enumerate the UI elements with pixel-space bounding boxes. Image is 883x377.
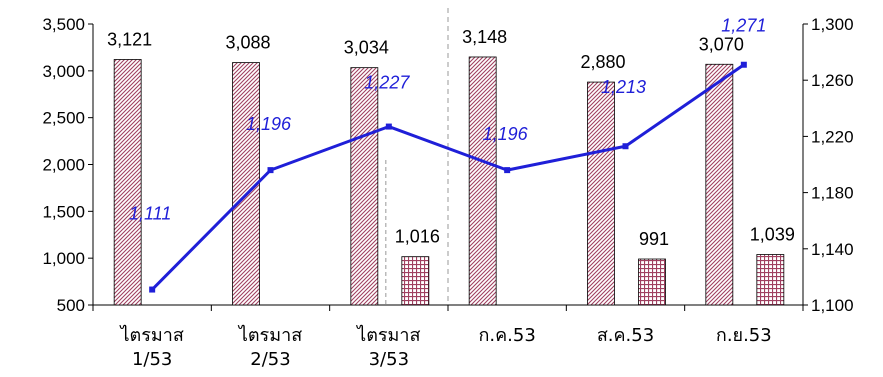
grid-bar-label: 991: [639, 229, 669, 249]
trend-point: [623, 143, 629, 149]
hatched-bar-label: 3,088: [225, 33, 270, 53]
trend-point-label: 1,213: [601, 77, 646, 97]
right-tick-label: 1,140: [811, 240, 854, 259]
trend-point-label: 1,196: [246, 114, 292, 134]
right-tick-label: 1,260: [811, 71, 854, 90]
trend-point: [386, 124, 392, 130]
hatched-bar-label: 3,148: [462, 27, 507, 47]
hatched-bar-label: 3,034: [344, 38, 389, 58]
left-tick-label: 1,000: [42, 249, 85, 268]
hatched-bar: [114, 59, 141, 305]
trend-point: [504, 167, 510, 173]
labels-layer: 3,121 3,088 3,034 3,148 2,880 3,070 1,016 991 1,…: [107, 16, 795, 249]
category-label: ก.ค.53: [479, 325, 536, 346]
left-tick-label: 3,500: [42, 15, 85, 34]
trend-point: [268, 167, 274, 173]
category-label: ส.ค.53: [597, 325, 654, 346]
bars-layer: [114, 57, 784, 305]
left-tick-label: 1,500: [42, 202, 85, 221]
category-label: ไตรมาส: [355, 324, 420, 346]
grid-bar-label: 1,016: [395, 227, 440, 247]
right-tick-label: 1,220: [811, 127, 854, 146]
left-tick-label: 3,000: [42, 62, 85, 81]
hatched-bar: [588, 82, 615, 305]
trend-point-label: 1,227: [364, 73, 410, 93]
hatched-bar-label: 3,121: [107, 29, 152, 49]
hatched-bar-label: 3,070: [699, 34, 744, 54]
trend-point: [149, 287, 155, 293]
grid-bar-label: 1,039: [750, 225, 795, 245]
grid-bar: [639, 259, 666, 305]
trend-point-label: 1,271: [721, 16, 766, 36]
left-tick-label: 500: [57, 296, 85, 315]
hatched-bar-label: 2,880: [580, 52, 625, 72]
category-label: 3/53: [369, 349, 409, 370]
grid-bar: [402, 257, 429, 305]
trend-point-label: 1,196: [483, 124, 529, 144]
grid-bar: [757, 255, 784, 305]
left-tick-label: 2,000: [42, 156, 85, 175]
hatched-bar: [351, 68, 378, 305]
category-label: ไตรมาส: [237, 324, 302, 346]
left-tick-label: 2,500: [42, 109, 85, 128]
category-label: ก.ย.53: [716, 325, 772, 346]
hatched-bar: [706, 64, 733, 305]
category-label: ไตรมาส: [118, 324, 183, 346]
trend-point-label: 1,111: [129, 204, 171, 224]
right-tick-label: 1,300: [811, 15, 854, 34]
hatched-bar: [469, 57, 496, 305]
category-label: 2/53: [250, 349, 290, 370]
category-label: 1/53: [132, 349, 172, 370]
right-tick-label: 1,180: [811, 184, 854, 203]
trend-point: [741, 62, 747, 68]
right-tick-label: 1,100: [811, 296, 854, 315]
